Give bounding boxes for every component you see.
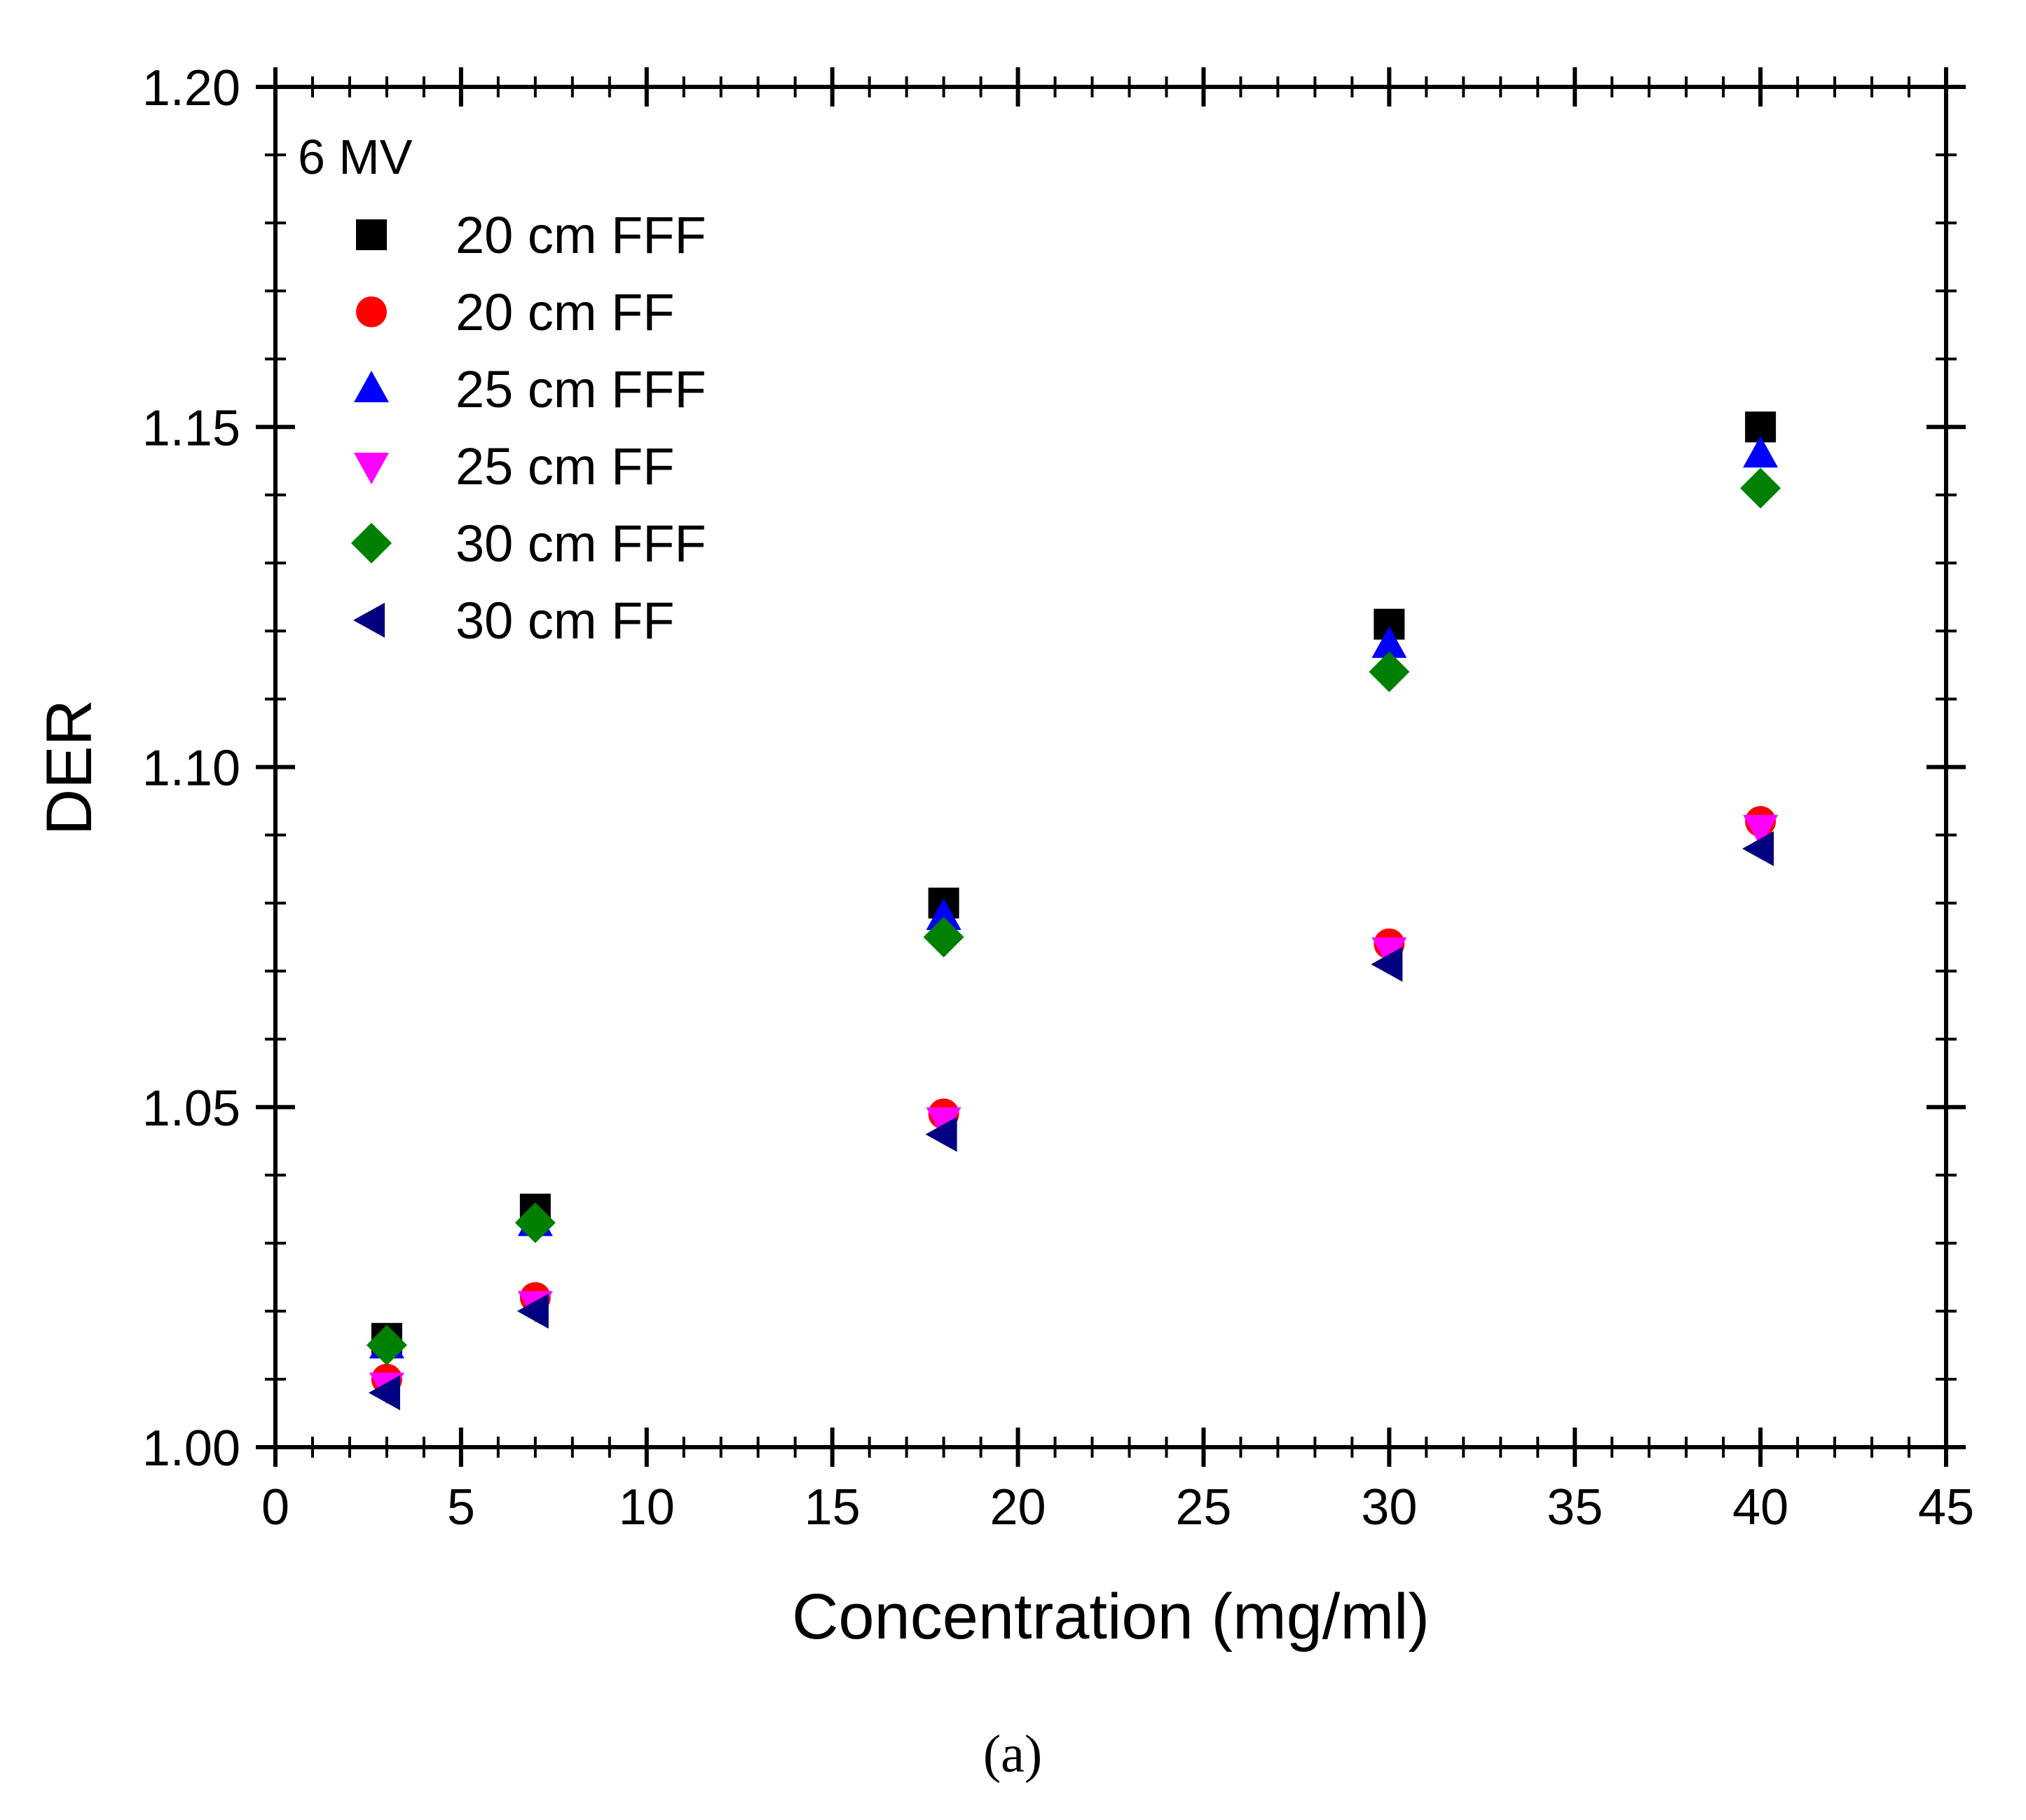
x-axis-label: Concentration (mg/ml) (792, 1581, 1430, 1653)
y-axis-ticks (256, 85, 1966, 1449)
data-point-diamond (514, 1202, 556, 1243)
x-tick-label: 5 (447, 1479, 475, 1535)
x-tick-label: 35 (1547, 1479, 1603, 1535)
legend-marker-triangle-left (353, 603, 385, 638)
legend-marker-triangle-down (354, 453, 389, 484)
data-point-triangle-up (1743, 436, 1779, 468)
data-point-triangle-left (925, 1116, 957, 1152)
y-tick-label: 1.10 (142, 741, 240, 797)
data-point-triangle-left (516, 1293, 549, 1329)
y-axis-tick-labels: 1.00 1.05 1.10 1.15 1.20 (142, 60, 240, 1477)
y-tick-label: 1.05 (142, 1081, 240, 1137)
data-point-triangle-left (1371, 946, 1403, 982)
data-point-triangle-up (1371, 626, 1407, 658)
legend-label: 25 cm FFF (456, 360, 706, 418)
x-tick-label: 10 (619, 1479, 675, 1535)
x-axis-tick-labels: 0 5 10 15 20 25 30 35 40 45 (261, 1479, 1974, 1535)
data-point-diamond (366, 1325, 407, 1366)
x-tick-label: 40 (1732, 1479, 1788, 1535)
legend-marker-circle (356, 296, 387, 327)
data-point-diamond (1369, 651, 1410, 692)
y-axis-label: DER (34, 699, 105, 835)
legend-label: 30 cm FFF (456, 514, 706, 573)
x-tick-label: 15 (805, 1479, 861, 1535)
legend-marker-square (356, 219, 387, 250)
legend-marker-diamond (351, 523, 392, 563)
data-point-triangle-down (1743, 814, 1779, 847)
legend-label: 25 cm FF (456, 437, 674, 495)
data-point-triangle-down (1371, 937, 1407, 969)
x-tick-label: 30 (1361, 1479, 1417, 1535)
x-tick-label: 0 (261, 1479, 289, 1535)
legend: 20 cm FFF 20 cm FF 25 cm FFF 25 cm FF 30 cm … (351, 206, 706, 650)
data-point-triangle-left (368, 1375, 400, 1411)
legend-label: 20 cm FF (456, 283, 674, 341)
x-tick-label: 20 (990, 1479, 1046, 1535)
data-point-diamond (923, 917, 964, 958)
y-tick-label: 1.00 (142, 1421, 240, 1477)
data-point-triangle-left (1742, 830, 1774, 866)
y-tick-label: 1.15 (142, 400, 240, 456)
annotation-label: 6 MV (298, 130, 413, 184)
data-point-diamond (1740, 467, 1781, 509)
legend-label: 20 cm FFF (456, 206, 706, 264)
x-axis-ticks (273, 67, 1948, 1467)
y-tick-label: 1.20 (142, 60, 240, 116)
legend-marker-triangle-up (354, 371, 389, 402)
x-tick-label: 25 (1175, 1479, 1231, 1535)
figure-caption: (a) (983, 1725, 1042, 1784)
data-point-triangle-up (926, 898, 961, 931)
data-points (366, 411, 1781, 1411)
data-point-triangle-down (926, 1107, 961, 1140)
x-tick-label: 45 (1918, 1479, 1974, 1535)
legend-label: 30 cm FF (456, 591, 674, 650)
